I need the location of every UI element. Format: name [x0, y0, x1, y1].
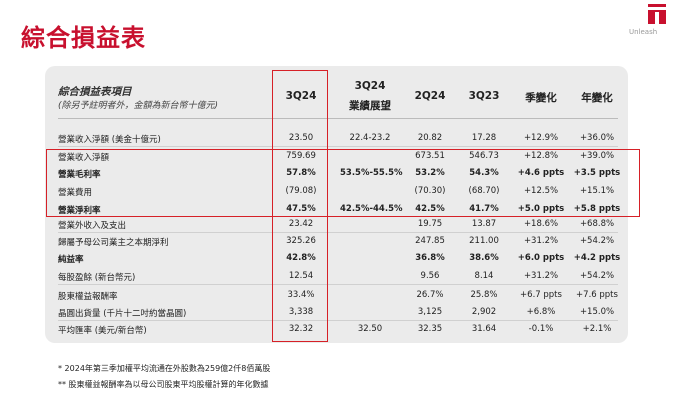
table-cell: +12.8% [523, 151, 559, 161]
table-cell: +12.9% [523, 133, 559, 143]
table-header-subtitle: (除另予註明者外，金額為新台幣十億元) [58, 101, 219, 111]
table-cell: 23.50 [288, 133, 314, 143]
table-cell: +68.8% [579, 219, 615, 229]
table-cell: +6.7 ppts [520, 290, 562, 300]
table-cell: 13.87 [471, 219, 497, 229]
row-divider [58, 232, 618, 233]
table-cell: (70.30) [414, 186, 446, 196]
table-cell: 53.5%-55.5% [340, 168, 403, 178]
highlight-3q24-column [272, 70, 328, 342]
page-title: 綜合損益表 [21, 24, 146, 52]
col-header-guidance-line1: 3Q24 [354, 80, 386, 92]
highlight-margin-rows [46, 149, 640, 217]
table-cell: 3,125 [417, 307, 443, 317]
table-cell: 53.2% [415, 168, 445, 178]
row-divider [58, 146, 618, 147]
row-label: 歸屬予母公司業主之本期淨利 [58, 238, 169, 248]
row-label: 營業外收入及支出 [58, 221, 127, 231]
table-cell: +31.2% [523, 236, 559, 246]
table-cell: +54.2% [579, 271, 615, 281]
col-header-qoq: 季變化 [525, 92, 557, 104]
row-label: 營業淨利率 [58, 206, 101, 216]
table-cell: +7.6 ppts [576, 290, 618, 300]
row-divider [58, 284, 618, 285]
table-cell: 31.64 [471, 324, 497, 334]
table-cell: 211.00 [469, 236, 499, 246]
company-logo-icon [646, 2, 668, 26]
table-cell: 546.73 [469, 151, 499, 161]
row-label: 股東權益報酬率 [58, 292, 118, 302]
table-cell: 759.69 [286, 151, 316, 161]
table-cell: 54.3% [469, 168, 499, 178]
row-label: 每股盈餘 (新台幣元) [58, 273, 136, 283]
table-cell: 19.75 [417, 219, 443, 229]
table-cell: 42.5%-44.5% [340, 204, 403, 214]
table-cell: 8.14 [474, 271, 494, 281]
table-cell: +15.0% [579, 307, 615, 317]
table-cell: +54.2% [579, 236, 615, 246]
row-label: 營業收入淨額 [58, 153, 110, 163]
table-cell: 26.7% [416, 290, 444, 300]
table-cell: 20.82 [417, 133, 443, 143]
table-cell: +15.1% [579, 186, 615, 196]
table-cell: 22.4-23.2 [349, 133, 391, 143]
col-header-yoy: 年變化 [581, 92, 613, 104]
col-header-guidance-line2: 業績展望 [349, 100, 391, 112]
table-cell: 17.28 [471, 133, 497, 143]
table-cell: 25.8% [470, 290, 498, 300]
row-label: 晶圓出貨量 (千片十二吋約當晶圓) [58, 309, 187, 319]
row-label: 營業收入淨額 (美金十億元) [58, 135, 161, 145]
table-cell: 42.8% [286, 253, 316, 263]
table-cell: 32.32 [288, 324, 314, 334]
footnote-shares: * 2024年第三季加權平均流通在外股數為259億2仟8佰萬股 [58, 364, 271, 373]
table-cell: 32.35 [417, 324, 443, 334]
row-divider [58, 320, 618, 321]
table-cell: +6.8% [526, 307, 556, 317]
header-divider [58, 118, 618, 119]
table-cell: +39.0% [579, 151, 615, 161]
row-label: 純益率 [58, 255, 84, 265]
table-cell: 57.8% [286, 168, 316, 178]
col-header-3q23: 3Q23 [468, 90, 500, 102]
table-cell: 673.51 [415, 151, 445, 161]
table-cell: 47.5% [286, 204, 316, 214]
table-cell: +5.0 ppts [517, 204, 565, 214]
table-cell: 38.6% [469, 253, 499, 263]
table-cell: +6.0 ppts [517, 253, 565, 263]
table-cell: +12.5% [523, 186, 559, 196]
table-cell: 2,902 [471, 307, 497, 317]
table-cell: 325.26 [286, 236, 316, 246]
table-cell: 3,338 [288, 307, 314, 317]
table-cell: 32.50 [357, 324, 383, 334]
income-statement-card [45, 66, 628, 343]
table-cell: 36.8% [415, 253, 445, 263]
row-label: 營業費用 [58, 188, 93, 198]
table-header-title: 綜合損益表項目 [58, 86, 132, 98]
table-cell: (79.08) [285, 186, 317, 196]
table-cell: +2.1% [582, 324, 612, 334]
row-label: 營業毛利率 [58, 170, 101, 180]
col-header-3q24: 3Q24 [285, 90, 317, 102]
table-cell: +18.6% [523, 219, 559, 229]
col-header-2q24: 2Q24 [414, 90, 446, 102]
table-cell: 247.85 [415, 236, 445, 246]
table-cell: 9.56 [420, 271, 440, 281]
table-cell: 42.5% [415, 204, 445, 214]
logo-tagline: Unleash [629, 28, 658, 36]
table-cell: -0.1% [528, 324, 554, 334]
table-cell: +36.0% [579, 133, 615, 143]
footnote-roe: ** 股東權益報酬率為以母公司股東平均股權計算的年化數據 [58, 380, 269, 389]
table-cell: +5.8 ppts [573, 204, 621, 214]
table-cell: 23.42 [288, 219, 314, 229]
table-cell: +3.5 ppts [573, 168, 621, 178]
table-cell: 12.54 [288, 271, 314, 281]
table-cell: +4.2 ppts [573, 253, 621, 263]
table-cell: 41.7% [469, 204, 499, 214]
table-cell: (68.70) [468, 186, 500, 196]
row-label: 平均匯率 (美元/新台幣) [58, 326, 147, 336]
table-cell: +31.2% [523, 271, 559, 281]
table-cell: 33.4% [287, 290, 315, 300]
table-cell: +4.6 ppts [517, 168, 565, 178]
